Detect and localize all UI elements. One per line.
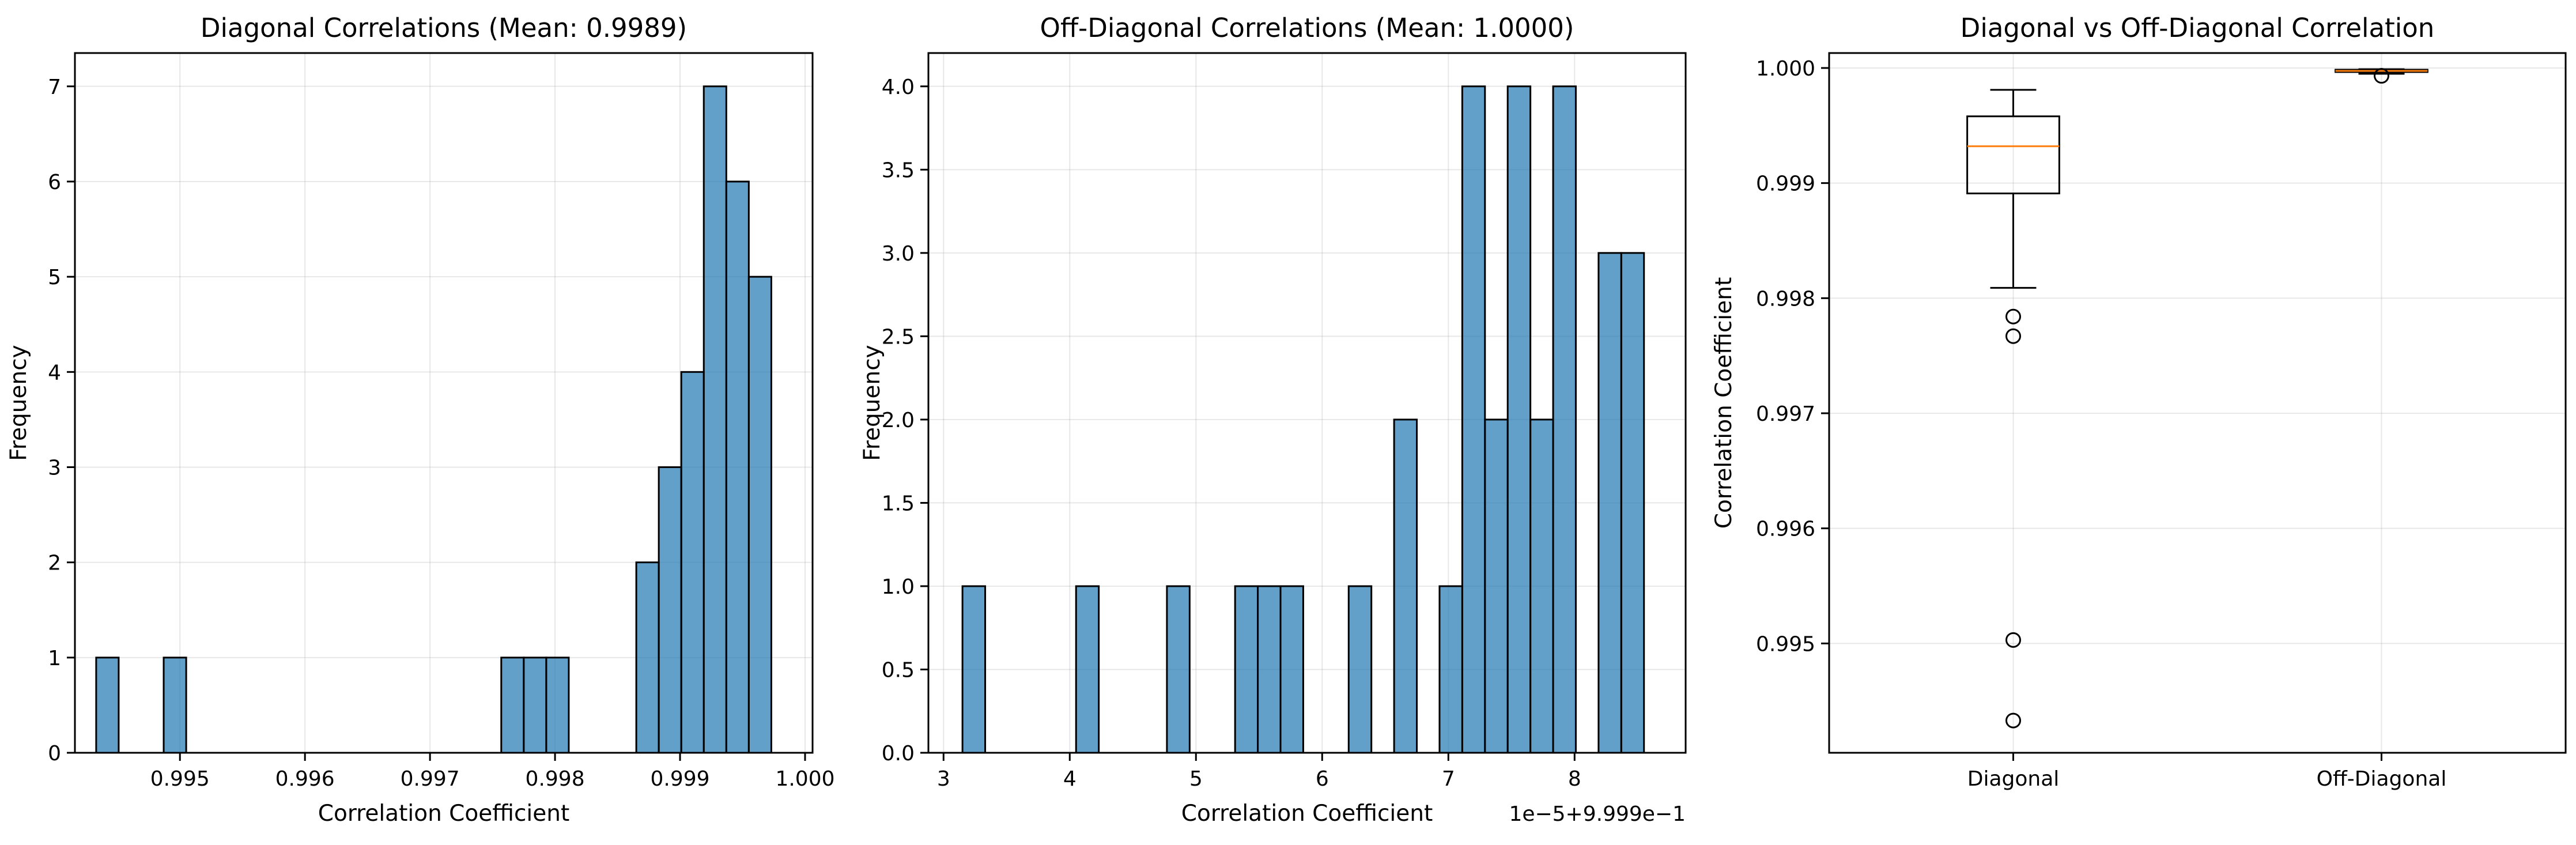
y-tick-label: 1.5 xyxy=(882,492,915,515)
histogram-bar xyxy=(500,657,525,754)
histogram-bar xyxy=(1393,418,1418,754)
x-axis-ticks: 3 4 5 6 7 8 xyxy=(937,753,1581,791)
histogram-bar xyxy=(95,657,120,754)
histogram-bar xyxy=(702,85,727,754)
y-tick-label: 2 xyxy=(48,552,61,575)
x-tick-label: 7 xyxy=(1442,767,1455,791)
x-tick-label: Off-Diagonal xyxy=(2317,767,2447,791)
histogram-bar xyxy=(1438,585,1463,754)
histogram-bar xyxy=(658,466,682,754)
histogram-bar xyxy=(523,657,547,754)
box-body xyxy=(1966,115,2060,195)
chart-title: Diagonal Correlations (Mean: 0.9989) xyxy=(201,13,687,43)
outlier-point xyxy=(2374,68,2389,84)
chart-title: Diagonal vs Off-Diagonal Correlation xyxy=(1961,13,2435,43)
y-tick-label: 0.0 xyxy=(882,742,915,765)
histogram-bar xyxy=(961,585,987,754)
y-tick-label: 5 xyxy=(48,266,61,289)
x-tick-label: 0.997 xyxy=(401,767,460,791)
y-tick-label: 0.996 xyxy=(1756,518,1815,541)
axes-frame xyxy=(1828,52,2567,754)
histogram-bar xyxy=(1506,85,1532,754)
y-tick-label: 2.5 xyxy=(882,325,915,349)
y-axis-ticks: 0 1 2 3 4 5 6 7 xyxy=(48,76,75,765)
histogram-bar xyxy=(1597,252,1622,754)
y-tick-label: 4.0 xyxy=(882,76,915,99)
y-tick-label: 0.997 xyxy=(1756,402,1815,426)
y-tick-label: 1.0 xyxy=(882,575,915,599)
outlier-point xyxy=(2005,328,2021,344)
box-1 xyxy=(1966,89,2060,729)
y-tick-label: 2.0 xyxy=(882,409,915,432)
histogram-bar xyxy=(1529,418,1554,754)
chart-title: Off-Diagonal Correlations (Mean: 1.0000) xyxy=(1040,13,1574,43)
x-tick-label: Diagonal xyxy=(1967,767,2060,791)
subplot-1: 0.995 0.996 0.997 0.998 0.999 1.000 0 1 2 3 4 5 6 7 Di… xyxy=(6,13,835,827)
histogram-bar xyxy=(725,180,750,754)
histogram-bar xyxy=(747,276,772,754)
histogram-bar xyxy=(1075,585,1100,754)
histogram-bar xyxy=(635,561,660,754)
y-tick-label: 0.998 xyxy=(1756,287,1815,311)
y-tick-label: 0 xyxy=(48,742,61,765)
x-axis-label: Correlation Coefficient xyxy=(318,801,570,827)
x-axis-ticks: 0.995 0.996 0.997 0.998 0.999 1.000 xyxy=(150,753,835,791)
histogram-bar xyxy=(1620,252,1645,754)
y-axis-ticks: 0.995 0.996 0.997 0.998 0.999 1.000 xyxy=(1756,57,1829,656)
histogram-bar xyxy=(1234,585,1259,754)
y-tick-label: 0.995 xyxy=(1756,632,1815,656)
x-tick-label: 6 xyxy=(1316,767,1329,791)
x-tick-label: 0.999 xyxy=(651,767,710,791)
box-2 xyxy=(2335,68,2428,84)
histogram-bar xyxy=(1552,85,1577,754)
y-tick-label: 4 xyxy=(48,361,61,384)
histogram-bar xyxy=(1461,85,1486,754)
histogram-bars xyxy=(961,85,1645,754)
histogram-bar xyxy=(163,657,187,754)
axes-frame xyxy=(927,52,1687,754)
outlier-point xyxy=(2005,632,2021,648)
x-tick-label: 8 xyxy=(1568,767,1581,791)
y-tick-label: 0.999 xyxy=(1756,172,1815,196)
y-tick-label: 3.0 xyxy=(882,242,915,266)
x-axis-offset-label: 1e−5+9.999e−1 xyxy=(1509,802,1686,826)
y-tick-label: 6 xyxy=(48,171,61,194)
histogram-bar xyxy=(1484,418,1509,754)
y-tick-label: 3.5 xyxy=(882,159,915,182)
histogram-bar xyxy=(1166,585,1191,754)
y-tick-label: 1 xyxy=(48,647,61,670)
y-tick-label: 1.000 xyxy=(1756,57,1815,81)
y-tick-label: 0.5 xyxy=(882,658,915,682)
x-tick-label: 5 xyxy=(1189,767,1203,791)
histogram-bar xyxy=(1257,585,1282,754)
x-tick-label: 4 xyxy=(1063,767,1077,791)
x-tick-label: 3 xyxy=(937,767,950,791)
histogram-bar xyxy=(1279,585,1304,754)
grid xyxy=(1829,53,2566,753)
outlier-point xyxy=(2005,712,2021,729)
histogram-bar xyxy=(545,657,570,754)
y-axis-ticks: 0.0 0.5 1.0 1.5 2.0 2.5 3.0 3.5 4.0 xyxy=(882,76,928,765)
grid xyxy=(75,53,813,753)
x-tick-label: 0.996 xyxy=(275,767,335,791)
subplot-2: 3 4 5 6 7 8 0.0 0.5 1.0 1.5 2.0 2.5 3.0 3.5 4.0 Off-Dia… xyxy=(859,13,1687,827)
axes-frame xyxy=(74,52,814,754)
x-axis-ticks: Diagonal Off-Diagonal xyxy=(1967,753,2447,791)
x-tick-label: 0.995 xyxy=(150,767,210,791)
subplot-3: Diagonal Off-Diagonal 0.995 0.996 0.997 0.998… xyxy=(1711,13,2567,791)
x-tick-label: 1.000 xyxy=(775,767,834,791)
histogram-bar xyxy=(680,371,705,754)
histogram-bar xyxy=(1347,585,1373,754)
histogram-bars xyxy=(95,85,772,754)
y-tick-label: 7 xyxy=(48,76,61,99)
x-axis-label: Correlation Coefficient xyxy=(1181,801,1433,827)
y-axis-label: Frequency xyxy=(6,345,32,461)
x-tick-label: 0.998 xyxy=(526,767,585,791)
y-tick-label: 3 xyxy=(48,456,61,480)
y-axis-label: Frequency xyxy=(859,345,885,461)
outlier-point xyxy=(2005,308,2021,325)
y-axis-label: Correlation Coefficient xyxy=(1711,277,1737,529)
